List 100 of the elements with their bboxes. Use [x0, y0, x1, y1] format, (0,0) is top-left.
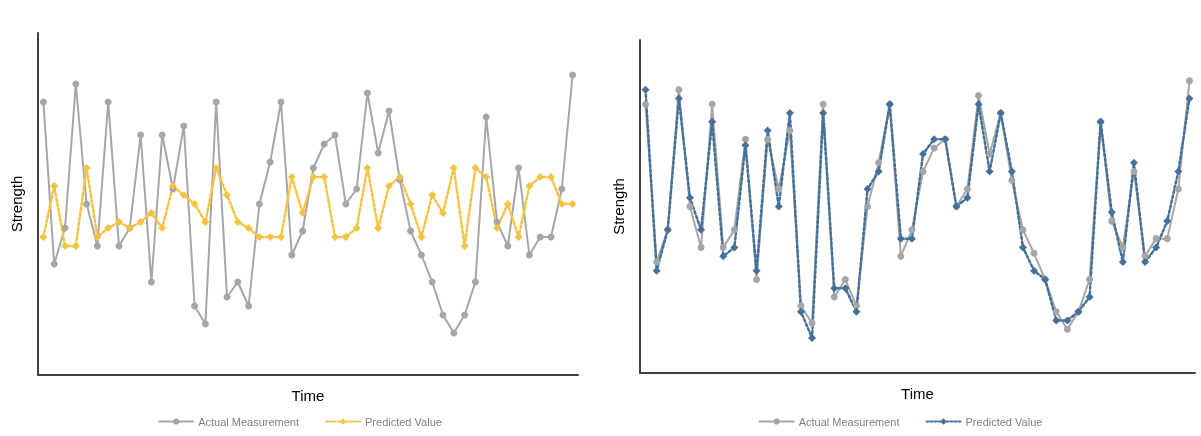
point	[569, 71, 577, 79]
point	[353, 185, 361, 193]
point	[653, 258, 661, 266]
point	[1030, 249, 1038, 257]
point	[641, 85, 650, 94]
point	[277, 233, 285, 241]
point	[1174, 167, 1183, 176]
x-axis-title: Time	[901, 384, 934, 402]
point	[896, 234, 905, 243]
point	[450, 329, 458, 337]
point	[1163, 217, 1172, 226]
point	[536, 233, 544, 241]
point	[764, 135, 772, 143]
point	[255, 233, 264, 241]
point	[1008, 176, 1016, 184]
point	[568, 200, 577, 208]
point	[493, 224, 501, 232]
point	[223, 191, 231, 199]
point	[1052, 308, 1060, 316]
point	[93, 233, 102, 241]
point	[471, 278, 479, 286]
point	[786, 127, 794, 135]
point	[897, 252, 905, 260]
point	[741, 141, 750, 150]
point	[137, 131, 145, 139]
point	[675, 86, 683, 94]
point	[986, 150, 994, 158]
point	[558, 185, 566, 193]
point	[461, 311, 469, 319]
point	[1174, 185, 1182, 193]
point	[1063, 325, 1071, 333]
point	[288, 251, 296, 259]
legend-label: Actual Measurement	[798, 415, 900, 428]
point	[963, 185, 971, 193]
legend-label: Predicted Value	[365, 415, 442, 428]
point	[875, 159, 883, 167]
point	[515, 164, 523, 172]
point	[72, 80, 80, 88]
point	[908, 226, 916, 234]
point	[974, 100, 983, 109]
point	[719, 252, 728, 261]
point	[1141, 258, 1150, 266]
point	[1019, 226, 1027, 234]
point	[299, 227, 307, 235]
point	[1063, 316, 1072, 325]
point	[374, 149, 382, 157]
point	[104, 224, 113, 232]
point	[82, 164, 91, 172]
point	[417, 251, 425, 259]
point	[471, 164, 480, 172]
point	[685, 193, 694, 202]
point	[863, 184, 872, 193]
point	[763, 126, 772, 135]
point	[331, 233, 339, 241]
point	[1108, 217, 1116, 225]
point	[819, 100, 827, 108]
point	[385, 182, 393, 190]
legend-label: Predicted Value	[965, 415, 1043, 428]
point	[39, 233, 48, 241]
point	[708, 100, 716, 108]
point	[1007, 167, 1016, 176]
point	[514, 233, 523, 241]
point	[525, 182, 534, 190]
point	[752, 266, 761, 275]
point	[50, 260, 58, 268]
point	[775, 185, 783, 193]
point	[190, 200, 199, 208]
point	[201, 320, 209, 328]
point	[730, 226, 738, 234]
point	[930, 135, 939, 144]
point	[1152, 243, 1161, 252]
point	[212, 98, 220, 106]
point	[557, 200, 566, 208]
point	[428, 191, 437, 199]
point	[852, 302, 860, 310]
point	[525, 251, 533, 259]
point	[1152, 235, 1160, 243]
y-axis-title: Strength	[8, 175, 25, 233]
point	[1119, 243, 1127, 251]
point	[245, 302, 253, 310]
point	[808, 333, 817, 342]
point	[674, 94, 683, 103]
point	[147, 278, 155, 286]
point	[841, 276, 849, 284]
y-axis-title: Strength	[610, 178, 627, 235]
point	[428, 278, 436, 286]
point	[212, 164, 221, 172]
point	[547, 173, 555, 181]
point	[697, 243, 705, 251]
point	[417, 233, 426, 241]
point	[919, 149, 928, 158]
point	[1185, 77, 1193, 85]
point	[686, 203, 694, 210]
point	[39, 98, 47, 106]
point	[266, 158, 274, 166]
point	[482, 173, 491, 181]
point	[115, 218, 123, 226]
point	[147, 209, 156, 217]
point	[642, 100, 650, 108]
point	[363, 164, 372, 172]
